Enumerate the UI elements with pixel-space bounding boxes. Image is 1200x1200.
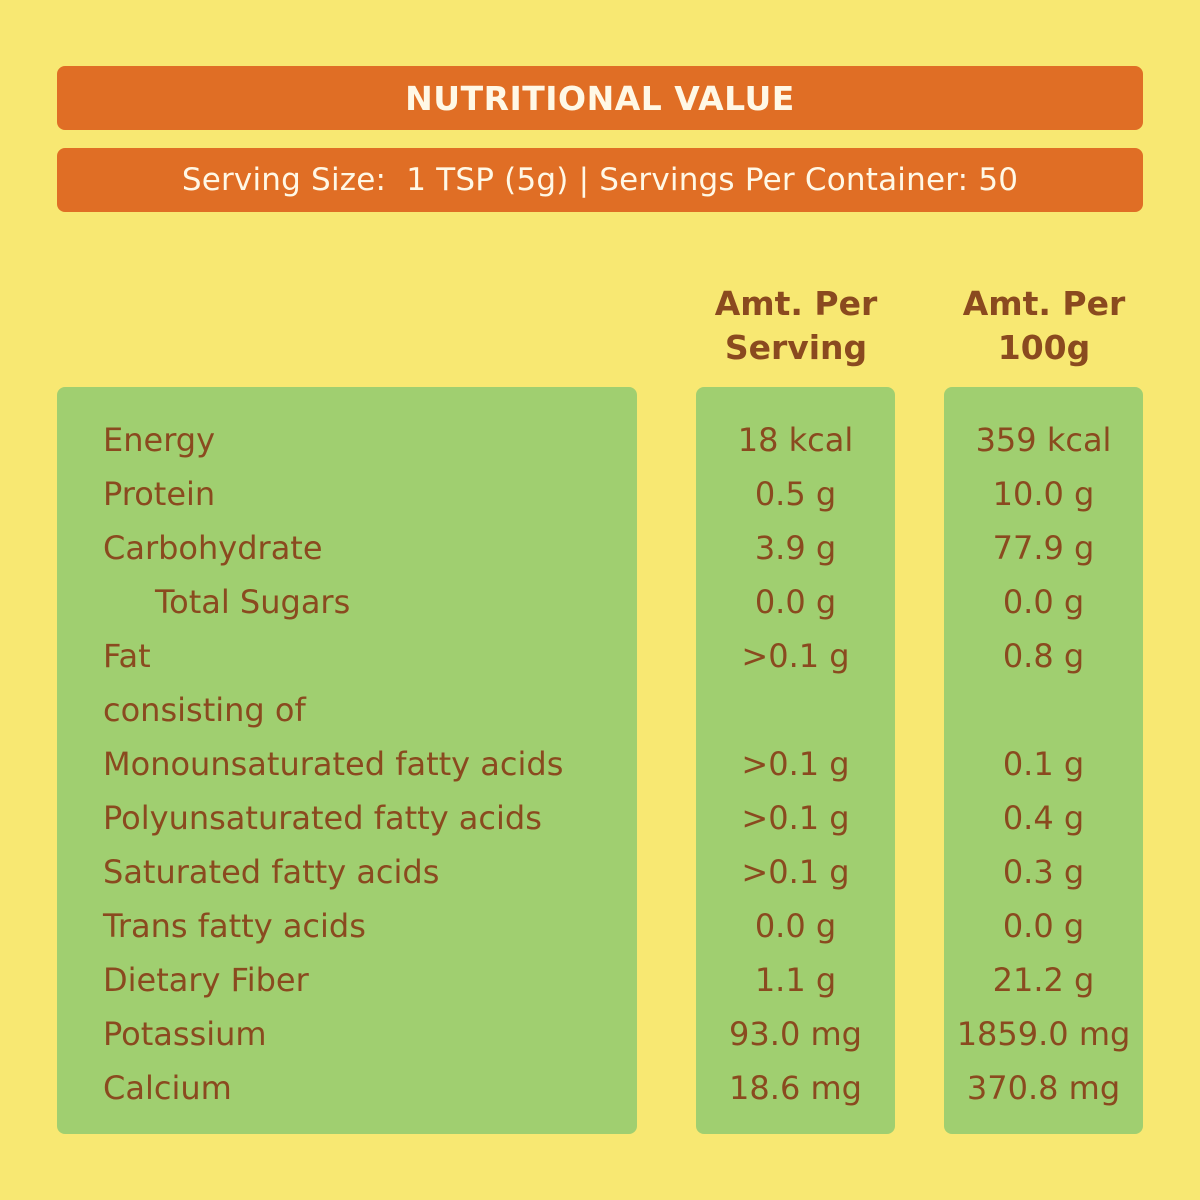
nutrient-label: Energy [103,421,216,459]
nutrient-label-list: Energy Protein Carbohydrate Total Sugars Fat… [103,413,563,1115]
per-100g-value: 359 kcal [975,421,1112,459]
per-serving-value: 18.6 mg [729,1069,862,1107]
per-serving-value: 0.0 g [754,583,837,621]
column-header-per-serving: Amt. Per Serving [696,282,896,370]
per-100g-panel [944,387,1143,1134]
per-100g-value: 0.0 g [1002,907,1085,945]
per-serving-panel [696,387,895,1134]
nutrient-label: consisting of [103,691,306,729]
per-100g-value [944,683,1143,737]
per-100g-value: 21.2 g [992,961,1095,999]
nutrient-label: Carbohydrate [103,529,323,567]
title-banner: NUTRITIONAL VALUE [57,66,1143,130]
nutrient-label: Polyunsaturated fatty acids [103,799,542,837]
nutrient-label: Monounsaturated fatty acids [103,745,564,783]
per-serving-value: >0.1 g [741,799,850,837]
nutrient-label: Potassium [103,1015,267,1053]
per-100g-value: 0.0 g [1002,583,1085,621]
per-serving-value: 1.1 g [754,961,837,999]
nutrient-label: Dietary Fiber [103,961,309,999]
nutrient-label: Protein [103,475,216,513]
page-title: NUTRITIONAL VALUE [405,78,795,118]
per-100g-value: 0.4 g [1002,799,1085,837]
per-100g-value: 370.8 mg [966,1069,1121,1107]
column-header-line: 100g [997,328,1091,367]
per-100g-value: 77.9 g [992,529,1095,567]
column-header-line: Amt. Per [714,284,878,323]
per-100g-value: 1859.0 mg [956,1015,1131,1053]
per-100g-value: 0.8 g [1002,637,1085,675]
per-100g-value-list: 359 kcal 10.0 g 77.9 g 0.0 g 0.8 g 0.1 g 0.4 g… [944,413,1143,1115]
per-serving-value: 0.5 g [754,475,837,513]
nutrient-label: Total Sugars [155,583,351,621]
column-header-line: Amt. Per [962,284,1126,323]
per-serving-value: 3.9 g [754,529,837,567]
nutrient-label: Fat [103,637,151,675]
serving-separator: | [578,162,590,198]
per-serving-value-list: 18 kcal 0.5 g 3.9 g 0.0 g >0.1 g >0.1 g >0.1 g… [696,413,895,1115]
per-serving-value: 0.0 g [754,907,837,945]
per-serving-value: >0.1 g [741,853,850,891]
per-100g-value: 10.0 g [992,475,1095,513]
column-header-line: Serving [724,328,868,367]
per-serving-value: >0.1 g [741,637,850,675]
per-serving-value: 18 kcal [737,421,854,459]
per-100g-value: 0.3 g [1002,853,1085,891]
servings-per-container: Servings Per Container: 50 [599,162,1019,198]
serving-banner: Serving Size: 1 TSP (5g) | Servings Per … [57,148,1143,212]
per-100g-value: 0.1 g [1002,745,1085,783]
per-serving-value: 93.0 mg [729,1015,862,1053]
serving-size: Serving Size: 1 TSP (5g) [181,162,569,198]
nutrient-label: Saturated fatty acids [103,853,440,891]
per-serving-value [696,683,895,737]
per-serving-value: >0.1 g [741,745,850,783]
nutrient-label: Trans fatty acids [103,907,366,945]
nutrient-label: Calcium [103,1069,232,1107]
nutrient-labels-panel [57,387,637,1134]
column-header-per-100g: Amt. Per 100g [944,282,1144,370]
